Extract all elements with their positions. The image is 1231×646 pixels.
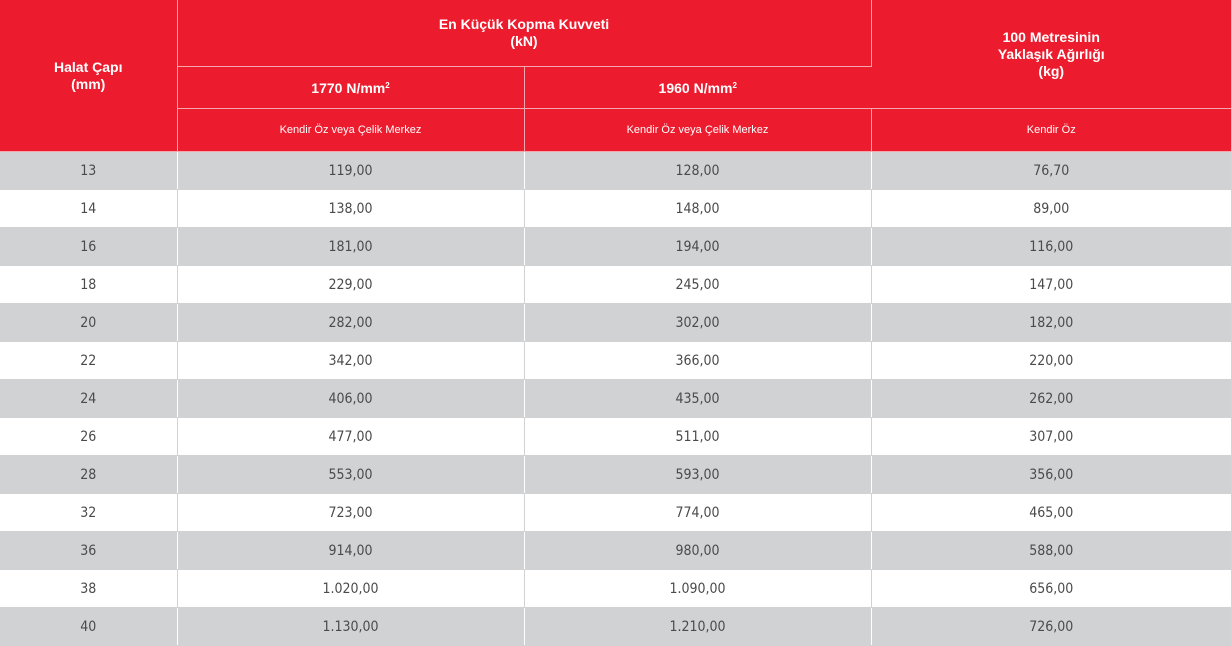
cell-weight: 588,00 (871, 531, 1231, 570)
cell-force-1770: 138,00 (177, 189, 525, 228)
cell-weight: 465,00 (871, 493, 1231, 532)
cell-force-1770: 342,00 (177, 341, 525, 380)
cell-diameter: 14 (0, 189, 178, 228)
cell-force-1770: 553,00 (177, 455, 525, 494)
cell-diameter: 13 (0, 151, 178, 190)
cell-weight: 182,00 (871, 303, 1231, 342)
cell-weight: 262,00 (871, 379, 1231, 418)
table-row: 28 553,00 593,00 356,00 (0, 455, 1231, 494)
cell-force-1770: 723,00 (177, 493, 525, 532)
header-weight-line1: 100 Metresinin (1002, 28, 1100, 45)
header-grade-1770: 1770 N/mm2 (177, 66, 525, 109)
cell-force-1960: 302,00 (524, 303, 872, 342)
table-row: 18 229,00 245,00 147,00 (0, 265, 1231, 304)
cell-force-1960: 245,00 (524, 265, 872, 304)
header-weight-line2: Yaklaşık Ağırlığı (997, 45, 1105, 62)
cell-weight: 220,00 (871, 341, 1231, 380)
cell-diameter: 20 (0, 303, 178, 342)
cell-force-1770: 1.130,00 (177, 607, 525, 646)
cell-force-1960: 194,00 (524, 227, 872, 266)
cell-diameter: 22 (0, 341, 178, 380)
table-row: 36 914,00 980,00 588,00 (0, 531, 1231, 570)
table-row: 20 282,00 302,00 182,00 (0, 303, 1231, 342)
cell-force-1960: 980,00 (524, 531, 872, 570)
header-core-1960: Kendir Öz veya Çelik Merkez (524, 108, 872, 152)
cell-diameter: 18 (0, 265, 178, 304)
header-weight-unit: (kg) (1038, 62, 1065, 79)
cell-diameter: 40 (0, 607, 178, 646)
cell-diameter: 28 (0, 455, 178, 494)
table-row: 22 342,00 366,00 220,00 (0, 341, 1231, 380)
table-row: 26 477,00 511,00 307,00 (0, 417, 1231, 456)
grade-1770-superscript: 2 (385, 80, 390, 90)
cell-force-1960: 1.210,00 (524, 607, 872, 646)
cell-force-1770: 477,00 (177, 417, 525, 456)
header-breaking-force: En Küçük Kopma Kuvveti (kN) (177, 0, 872, 67)
cell-force-1960: 148,00 (524, 189, 872, 228)
header-force-unit: (kN) (510, 33, 538, 49)
cell-diameter: 36 (0, 531, 178, 570)
cell-force-1770: 406,00 (177, 379, 525, 418)
cell-force-1770: 119,00 (177, 151, 525, 190)
cell-weight: 726,00 (871, 607, 1231, 646)
cell-force-1770: 1.020,00 (177, 569, 525, 608)
cell-force-1770: 914,00 (177, 531, 525, 570)
cell-weight: 656,00 (871, 569, 1231, 608)
table-row: 14 138,00 148,00 89,00 (0, 189, 1231, 228)
cell-diameter: 26 (0, 417, 178, 456)
header-diameter: Halat Çapı (mm) (0, 0, 178, 152)
cell-force-1960: 774,00 (524, 493, 872, 532)
cell-weight: 307,00 (871, 417, 1231, 456)
table-row: 32 723,00 774,00 465,00 (0, 493, 1231, 532)
grade-1770-value: 1770 N/mm (311, 79, 386, 96)
cell-force-1960: 511,00 (524, 417, 872, 456)
cell-force-1960: 366,00 (524, 341, 872, 380)
header-diameter-label: Halat Çapı (54, 58, 123, 75)
grade-1960-value: 1960 N/mm (658, 79, 733, 96)
table-row: 38 1.020,00 1.090,00 656,00 (0, 569, 1231, 608)
cell-force-1960: 1.090,00 (524, 569, 872, 608)
table-row: 24 406,00 435,00 262,00 (0, 379, 1231, 418)
header-force-label: En Küçük Kopma Kuvveti (438, 16, 610, 32)
header-grade-1960: 1960 N/mm2 (524, 66, 871, 109)
cell-diameter: 16 (0, 227, 178, 266)
cell-weight: 116,00 (871, 227, 1231, 266)
table-body: 13 119,00 128,00 76,70 14 138,00 148,00 … (0, 151, 1231, 646)
header-core-weight: Kendir Öz (871, 108, 1231, 152)
header-core-1770: Kendir Öz veya Çelik Merkez (177, 108, 525, 152)
table-row: 40 1.130,00 1.210,00 726,00 (0, 607, 1231, 646)
table-header: Halat Çapı (mm) En Küçük Kopma Kuvveti (… (0, 0, 1231, 152)
cell-diameter: 32 (0, 493, 178, 532)
cell-force-1960: 435,00 (524, 379, 872, 418)
cell-force-1960: 128,00 (524, 151, 872, 190)
cell-weight: 147,00 (871, 265, 1231, 304)
grade-1960-superscript: 2 (732, 80, 737, 90)
table-row: 16 181,00 194,00 116,00 (0, 227, 1231, 266)
cell-force-1960: 593,00 (524, 455, 872, 494)
cell-weight: 356,00 (871, 455, 1231, 494)
table-row: 13 119,00 128,00 76,70 (0, 151, 1231, 190)
header-diameter-unit: (mm) (71, 75, 106, 92)
cell-weight: 89,00 (871, 189, 1231, 228)
header-weight: 100 Metresinin Yaklaşık Ağırlığı (kg) (871, 0, 1231, 109)
cell-diameter: 38 (0, 569, 178, 608)
cell-weight: 76,70 (871, 151, 1231, 190)
cell-force-1770: 282,00 (177, 303, 525, 342)
cell-diameter: 24 (0, 379, 178, 418)
cell-force-1770: 229,00 (177, 265, 525, 304)
cell-force-1770: 181,00 (177, 227, 525, 266)
